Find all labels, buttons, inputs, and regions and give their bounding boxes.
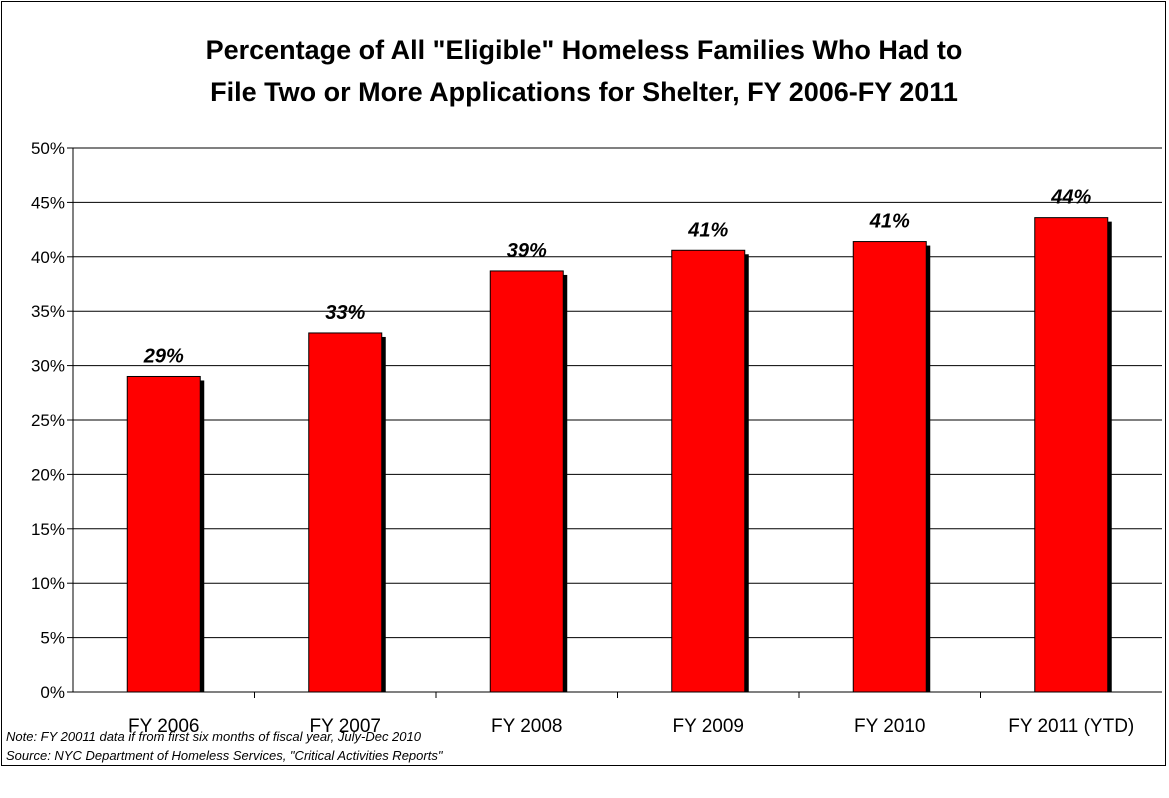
bar: [1034, 217, 1109, 693]
gridlines: [73, 147, 1162, 639]
chart-title: Percentage of All "Eligible" Homeless Fa…: [206, 35, 963, 107]
y-tick-label: 15%: [31, 520, 65, 539]
x-tick-label: FY 2009: [673, 716, 744, 737]
y-tick-label: 0%: [40, 683, 65, 702]
data-label: 33%: [325, 302, 365, 324]
bar: [308, 332, 383, 693]
y-tick-label: 5%: [40, 629, 65, 648]
chart-note: Note: FY 20011 data if from first six mo…: [6, 729, 421, 744]
data-label: 39%: [507, 240, 547, 262]
x-tick-label: FY 2007: [310, 716, 381, 737]
y-tick-label: 25%: [31, 411, 65, 430]
data-labels: 29% 33% 39% 41% 41% 44%: [143, 187, 1092, 368]
x-tick-label: FY 2011 (YTD): [1008, 716, 1134, 737]
data-label: 44%: [1050, 187, 1091, 209]
y-tick-label: 30%: [31, 357, 65, 376]
chart-title-line-2: File Two or More Applications for Shelte…: [210, 77, 958, 107]
y-tick-label: 20%: [31, 465, 65, 484]
y-tick-label: 50%: [31, 139, 65, 158]
chart-title-line-1: Percentage of All "Eligible" Homeless Fa…: [206, 35, 963, 65]
y-tick-label: 35%: [31, 302, 65, 321]
bars: [126, 217, 1112, 693]
bar: [126, 375, 201, 693]
bar: [671, 249, 746, 693]
data-label: 41%: [869, 211, 910, 233]
axes: [67, 147, 1162, 698]
y-tick-label: 45%: [31, 193, 65, 212]
x-tick-label: FY 2006: [128, 716, 199, 737]
data-label: 41%: [687, 219, 728, 241]
bar: [489, 270, 564, 693]
x-tick-labels: FY 2006 FY 2007 FY 2008 FY 2009 FY 2010 FY 20…: [128, 716, 1134, 737]
y-tick-label: 40%: [31, 248, 65, 267]
y-tick-label: 10%: [31, 574, 65, 593]
y-tick-labels: 0% 5% 10% 15% 20% 25% 30% 35% 40% 45% 50%: [31, 139, 65, 702]
x-tick-label: FY 2010: [854, 716, 925, 737]
data-label: 29%: [143, 345, 184, 367]
x-tick-label: FY 2008: [491, 716, 562, 737]
chart-source: Source: NYC Department of Homeless Servi…: [6, 748, 443, 763]
bar: [852, 241, 927, 693]
